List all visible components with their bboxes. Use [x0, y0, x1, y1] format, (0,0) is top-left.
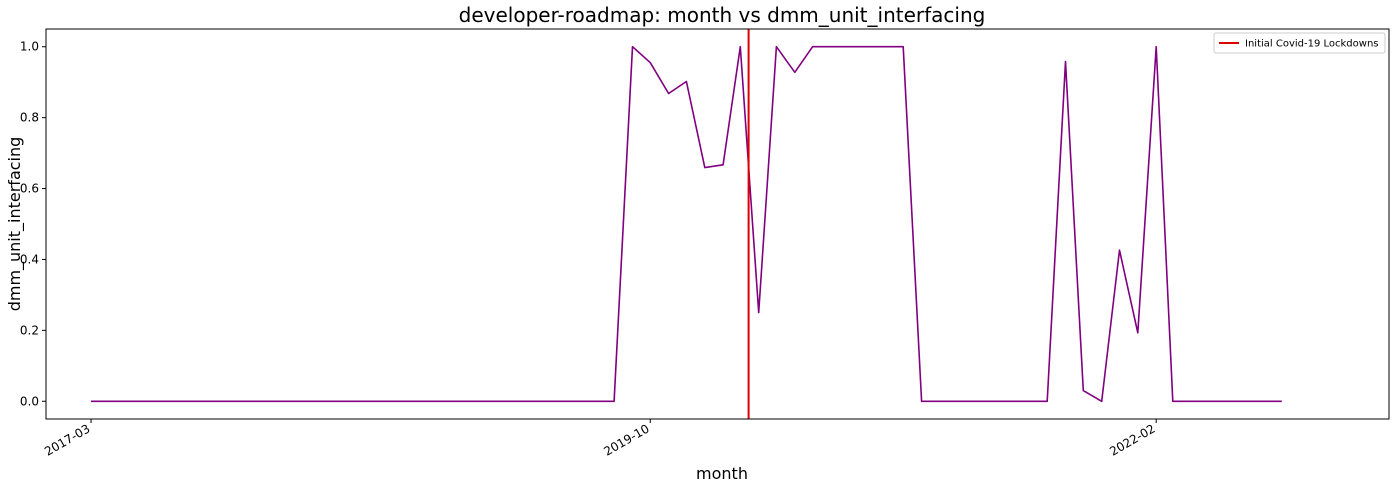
- y-tick-label: 0.8: [20, 111, 39, 125]
- legend: Initial Covid-19 Lockdowns: [1213, 32, 1386, 54]
- series-line-0: [91, 45, 1282, 403]
- y-tick-label: 0.0: [20, 394, 39, 408]
- y-tick-label: 0.6: [20, 182, 39, 196]
- axes-frame: [45, 28, 1390, 420]
- chart-title: developer-roadmap: month vs dmm_unit_int…: [459, 3, 986, 27]
- y-tick-label: 1.0: [20, 40, 39, 54]
- y-tick-label: 0.2: [20, 323, 39, 337]
- x-axis-label: month: [696, 464, 748, 483]
- legend-entry: Initial Covid-19 Lockdowns: [1245, 39, 1379, 50]
- y-axis-label: dmm_unit_interfacing: [5, 137, 25, 312]
- legend-box: [1213, 32, 1386, 54]
- y-tick-label: 0.4: [20, 252, 39, 266]
